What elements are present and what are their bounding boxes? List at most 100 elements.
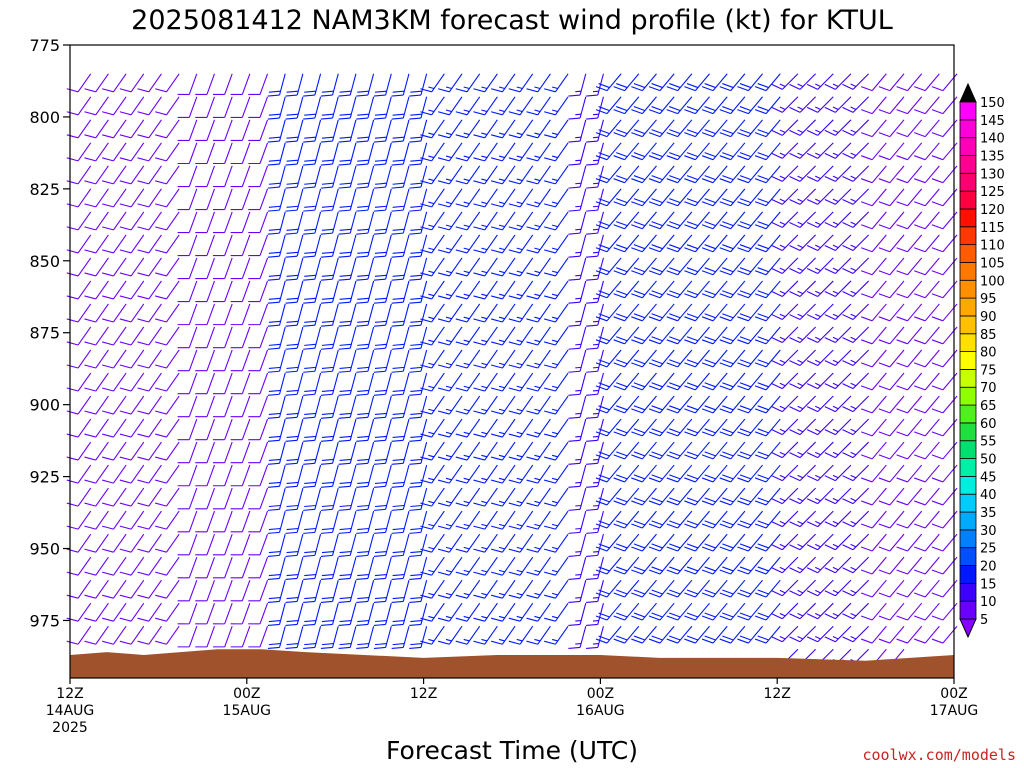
- wind-barb: [737, 326, 763, 345]
- wind-barb: [806, 464, 834, 482]
- wind-barb: [824, 372, 852, 390]
- wind-barb: [754, 303, 781, 322]
- wind-barb: [177, 441, 198, 464]
- wind-barb: [824, 510, 852, 528]
- wind-barb: [338, 395, 357, 419]
- wind-barb: [666, 556, 693, 575]
- wind-barb: [84, 556, 109, 576]
- wind-barb: [684, 165, 710, 184]
- wind-barb: [338, 441, 357, 465]
- wind-barb: [66, 326, 92, 346]
- wind-barb: [648, 510, 675, 529]
- wind-barb: [473, 257, 498, 277]
- wind-barb: [66, 96, 92, 116]
- wind-barb: [356, 464, 375, 488]
- wind-barb: [409, 464, 428, 488]
- wind-barb: [212, 326, 233, 349]
- wind-barb: [230, 142, 251, 165]
- wind-barb: [230, 188, 251, 211]
- wind-barb: [824, 487, 852, 505]
- wind-barb: [373, 464, 392, 488]
- wind-barb: [914, 418, 940, 437]
- wind-barb: [754, 234, 781, 253]
- wind-barb: [267, 96, 286, 120]
- wind-barb: [102, 464, 127, 484]
- wind-barb: [526, 257, 551, 277]
- wind-barb: [701, 303, 728, 322]
- wind-barb: [631, 188, 657, 207]
- wind-barb: [526, 602, 551, 622]
- wind-barb: [914, 142, 940, 161]
- colorbar-label: 90: [980, 310, 997, 325]
- wind-barb: [878, 119, 905, 138]
- wind-barb: [490, 533, 516, 553]
- wind-barb: [789, 211, 817, 228]
- wind-barb: [896, 395, 923, 414]
- colorbar-swatch: [959, 262, 977, 281]
- wind-barb: [455, 142, 481, 162]
- wind-barb: [66, 142, 92, 162]
- wind-barb: [212, 73, 233, 95]
- wind-barb: [595, 464, 622, 483]
- wind-barb: [473, 372, 498, 392]
- wind-barb: [84, 625, 109, 645]
- wind-barb: [285, 142, 304, 166]
- wind-barb: [878, 303, 905, 322]
- wind-barb: [119, 579, 145, 599]
- wind-barb: [648, 602, 675, 621]
- wind-barb: [267, 165, 286, 189]
- wind-barb: [544, 234, 569, 254]
- wind-barb: [526, 73, 551, 93]
- wind-barb: [66, 257, 92, 277]
- wind-barb: [119, 73, 145, 93]
- wind-barb: [490, 418, 516, 438]
- wind-barb: [508, 625, 534, 645]
- wind-barb: [320, 533, 339, 557]
- wind-barb: [931, 625, 958, 644]
- wind-barb: [896, 625, 923, 644]
- wind-barb: [789, 96, 817, 113]
- wind-barb: [754, 487, 781, 506]
- wind-barb: [842, 441, 870, 459]
- wind-barb: [437, 349, 463, 369]
- wind-barb: [842, 579, 870, 597]
- wind-barb: [896, 556, 923, 575]
- wind-barb: [490, 487, 516, 507]
- x-tick-label: 17AUG: [930, 703, 979, 719]
- wind-barb: [508, 533, 534, 553]
- wind-barb: [806, 96, 834, 113]
- wind-barb: [195, 303, 216, 326]
- wind-barb: [230, 326, 251, 349]
- wind-barb: [248, 119, 269, 142]
- wind-barb: [806, 142, 834, 159]
- wind-barb: [137, 349, 162, 369]
- wind-barb: [613, 395, 640, 414]
- wind-barb: [842, 510, 870, 528]
- wind-barb: [119, 119, 145, 139]
- wind-barb: [568, 510, 587, 534]
- ground-terrain: [70, 649, 954, 678]
- wind-barb: [338, 372, 357, 396]
- wind-barb: [285, 257, 304, 281]
- wind-barb: [754, 73, 781, 92]
- wind-barb: [455, 211, 481, 231]
- wind-barb: [137, 73, 162, 93]
- colorbar-label: 145: [980, 114, 1005, 129]
- wind-barb: [754, 625, 781, 644]
- wind-barb: [177, 211, 198, 234]
- wind-barb: [737, 188, 763, 207]
- wind-barb: [473, 326, 498, 346]
- wind-barb: [824, 441, 852, 459]
- wind-barb: [409, 441, 428, 465]
- wind-barb: [455, 119, 481, 139]
- wind-barb: [896, 533, 923, 552]
- wind-barb: [648, 211, 675, 230]
- wind-barb: [508, 303, 534, 323]
- wind-barb: [789, 188, 817, 205]
- wind-barb: [771, 211, 799, 228]
- wind-barb: [824, 188, 852, 205]
- wind-barb: [666, 625, 693, 644]
- wind-barb: [391, 395, 410, 419]
- wind-barb: [878, 579, 905, 598]
- wind-barb: [119, 625, 145, 645]
